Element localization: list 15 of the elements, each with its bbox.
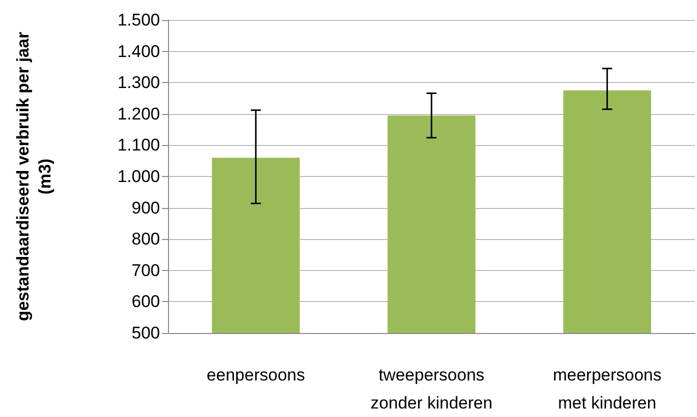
y-tick-label: 1.400 (117, 42, 160, 61)
y-tick-label: 1.000 (117, 167, 160, 186)
y-tick-label: 1.500 (117, 10, 160, 30)
y-tick-label: 1.300 (117, 73, 160, 92)
y-axis-title: gestandaardiseerd verbruik per jaar (m3) (14, 32, 54, 322)
y-tick-label: 1.100 (117, 136, 160, 155)
y-tick-label: 700 (132, 260, 160, 280)
y-tick-label: 600 (132, 292, 160, 312)
x-tick-label: meerpersoons met kinderen (552, 366, 662, 412)
y-tick-label: 1.200 (117, 104, 160, 124)
y-tick-label: 900 (132, 198, 160, 218)
y-tick-label: 800 (132, 230, 160, 249)
y-tick-label: 500 (132, 324, 160, 342)
x-tick-label: tweepersoons zonder kinderen (370, 366, 492, 412)
x-tick-label: eenpersoons (206, 366, 305, 384)
